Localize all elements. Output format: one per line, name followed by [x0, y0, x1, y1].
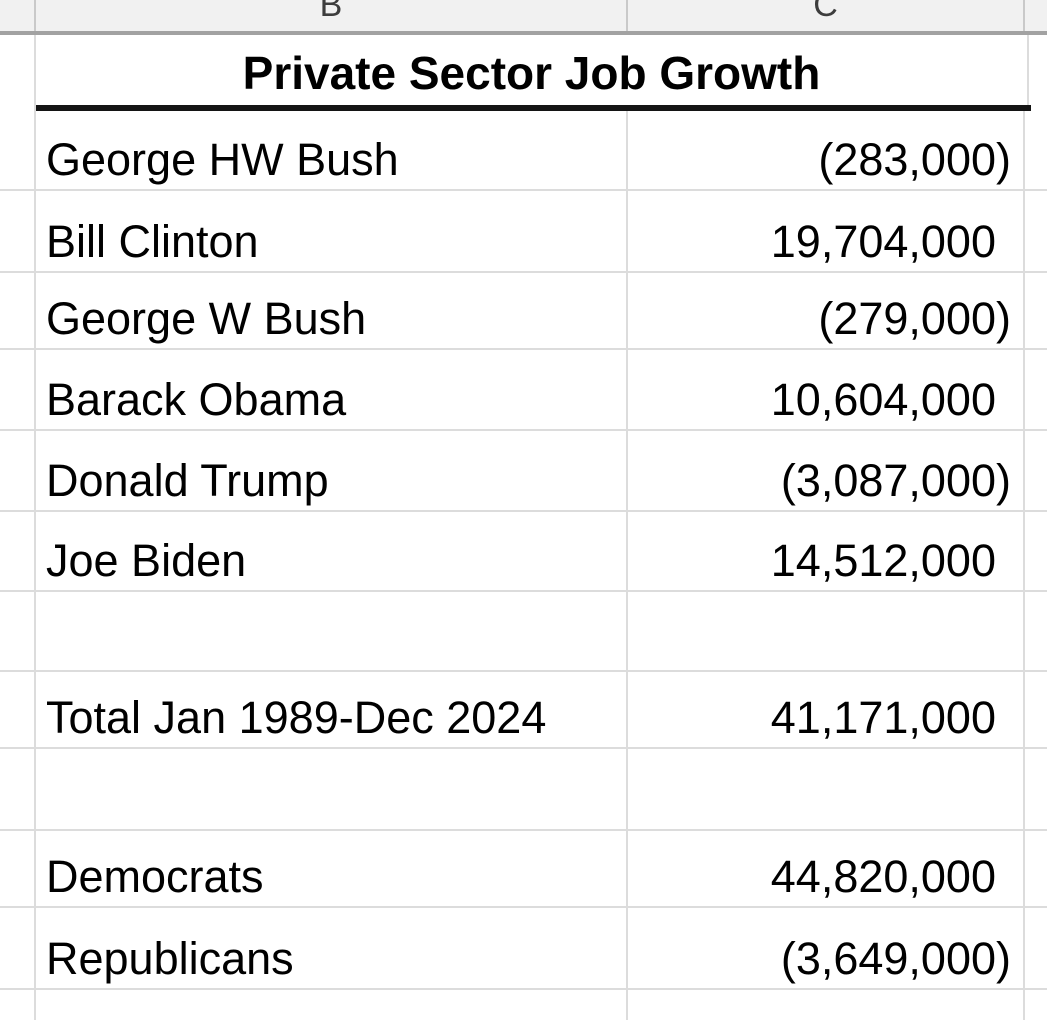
row-label: George HW Bush: [46, 134, 399, 186]
cell-value[interactable]: (3,649,000): [628, 908, 1025, 988]
cell-label[interactable]: Bill Clinton: [36, 191, 628, 271]
cell-d[interactable]: [1025, 831, 1047, 906]
cell-a[interactable]: [0, 672, 36, 747]
cell-d[interactable]: [1025, 908, 1047, 988]
cell-a[interactable]: [0, 749, 36, 829]
cell-label[interactable]: Total Jan 1989-Dec 2024: [36, 672, 628, 747]
column-header-row: B C: [0, 0, 1047, 35]
table-row: Republicans (3,649,000): [0, 908, 1047, 990]
row-label: Democrats: [46, 851, 264, 903]
cell-label[interactable]: George W Bush: [36, 273, 628, 348]
cell-a[interactable]: [0, 35, 36, 111]
row-value: (3,649,000): [780, 933, 1011, 985]
cell-value[interactable]: [628, 749, 1025, 829]
cell-label[interactable]: [36, 592, 628, 670]
cell-a[interactable]: [0, 111, 36, 189]
cell-a[interactable]: [0, 512, 36, 590]
cell-d[interactable]: [1025, 111, 1047, 189]
table-row: Barack Obama 10,604,000: [0, 350, 1047, 431]
table-row: Bill Clinton 19,704,000: [0, 191, 1047, 273]
table-row: Democrats 44,820,000: [0, 831, 1047, 908]
row-value: 10,604,000: [770, 374, 996, 426]
row-label: George W Bush: [46, 293, 367, 345]
title-bottom-border: [36, 105, 1031, 111]
empty-row: [0, 990, 1047, 1020]
cell-d[interactable]: [1025, 350, 1047, 429]
row-label: Total Jan 1989-Dec 2024: [46, 692, 547, 744]
cell-a[interactable]: [0, 592, 36, 670]
cell-value[interactable]: (283,000): [628, 111, 1025, 189]
row-label: Donald Trump: [46, 455, 329, 507]
column-header-d[interactable]: [1025, 0, 1047, 31]
page-title: Private Sector Job Growth: [242, 46, 821, 99]
table-row: Joe Biden 14,512,000: [0, 512, 1047, 592]
column-letter-c: C: [813, 0, 838, 24]
cell-value[interactable]: 19,704,000: [628, 191, 1025, 271]
cell-a[interactable]: [0, 831, 36, 906]
cell-label[interactable]: Democrats: [36, 831, 628, 906]
row-value: (3,087,000): [780, 455, 1011, 507]
column-header-a[interactable]: [0, 0, 36, 31]
cell-d[interactable]: [1025, 512, 1047, 590]
row-value: 14,512,000: [770, 535, 996, 587]
cell-a[interactable]: [0, 908, 36, 988]
cell-a[interactable]: [0, 191, 36, 271]
cell-label[interactable]: Barack Obama: [36, 350, 628, 429]
cell-label[interactable]: Joe Biden: [36, 512, 628, 590]
column-header-c[interactable]: C: [628, 0, 1025, 31]
cell-d[interactable]: [1025, 990, 1047, 1020]
empty-row: [0, 592, 1047, 672]
cell-value[interactable]: (279,000): [628, 273, 1025, 348]
column-header-b[interactable]: B: [36, 0, 628, 31]
cell-d[interactable]: [1025, 431, 1047, 510]
row-value: (279,000): [818, 293, 1011, 345]
cell-a[interactable]: [0, 273, 36, 348]
row-label: Barack Obama: [46, 374, 347, 426]
cell-value[interactable]: [628, 592, 1025, 670]
table-row: George HW Bush (283,000): [0, 111, 1047, 191]
cell-value[interactable]: (3,087,000): [628, 431, 1025, 510]
cell-d[interactable]: [1025, 672, 1047, 747]
row-value: 44,820,000: [770, 851, 996, 903]
title-row: Private Sector Job Growth: [0, 35, 1047, 111]
cell-value[interactable]: 14,512,000: [628, 512, 1025, 590]
cell-label[interactable]: [36, 749, 628, 829]
total-row: Total Jan 1989-Dec 2024 41,171,000: [0, 672, 1047, 749]
row-value: (283,000): [818, 134, 1011, 186]
cell-label[interactable]: [36, 990, 628, 1020]
row-label: Bill Clinton: [46, 216, 259, 268]
cell-d[interactable]: [1025, 191, 1047, 271]
title-cell[interactable]: Private Sector Job Growth: [36, 35, 1029, 111]
row-value: 41,171,000: [770, 692, 996, 744]
cell-a[interactable]: [0, 431, 36, 510]
cell-label[interactable]: Donald Trump: [36, 431, 628, 510]
row-label: Joe Biden: [46, 535, 247, 587]
cell-value[interactable]: 41,171,000: [628, 672, 1025, 747]
cell-value[interactable]: 44,820,000: [628, 831, 1025, 906]
table-row: Donald Trump (3,087,000): [0, 431, 1047, 512]
column-letter-b: B: [319, 0, 343, 24]
cell-label[interactable]: Republicans: [36, 908, 628, 988]
cell-a[interactable]: [0, 350, 36, 429]
cell-a[interactable]: [0, 990, 36, 1020]
cell-label[interactable]: George HW Bush: [36, 111, 628, 189]
row-label: Republicans: [46, 933, 294, 985]
cell-d[interactable]: [1025, 749, 1047, 829]
cell-d[interactable]: [1029, 35, 1047, 111]
cell-value[interactable]: [628, 990, 1025, 1020]
row-value: 19,704,000: [770, 216, 996, 268]
cell-d[interactable]: [1025, 592, 1047, 670]
table-row: George W Bush (279,000): [0, 273, 1047, 350]
cell-value[interactable]: 10,604,000: [628, 350, 1025, 429]
empty-row: [0, 749, 1047, 831]
cell-d[interactable]: [1025, 273, 1047, 348]
